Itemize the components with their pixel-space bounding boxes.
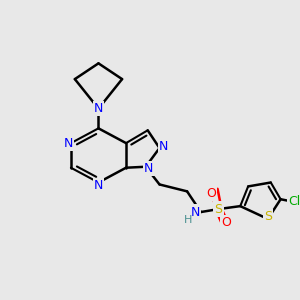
Text: O: O xyxy=(206,187,216,200)
Text: N: N xyxy=(94,102,103,115)
Text: O: O xyxy=(221,216,231,230)
Text: N: N xyxy=(190,206,200,218)
Text: Cl: Cl xyxy=(288,195,300,208)
Text: N: N xyxy=(63,136,73,150)
Text: H: H xyxy=(184,215,192,225)
Text: S: S xyxy=(214,202,223,216)
Text: N: N xyxy=(94,179,103,192)
Text: N: N xyxy=(159,140,168,153)
Text: S: S xyxy=(264,211,272,224)
Text: N: N xyxy=(144,162,153,175)
